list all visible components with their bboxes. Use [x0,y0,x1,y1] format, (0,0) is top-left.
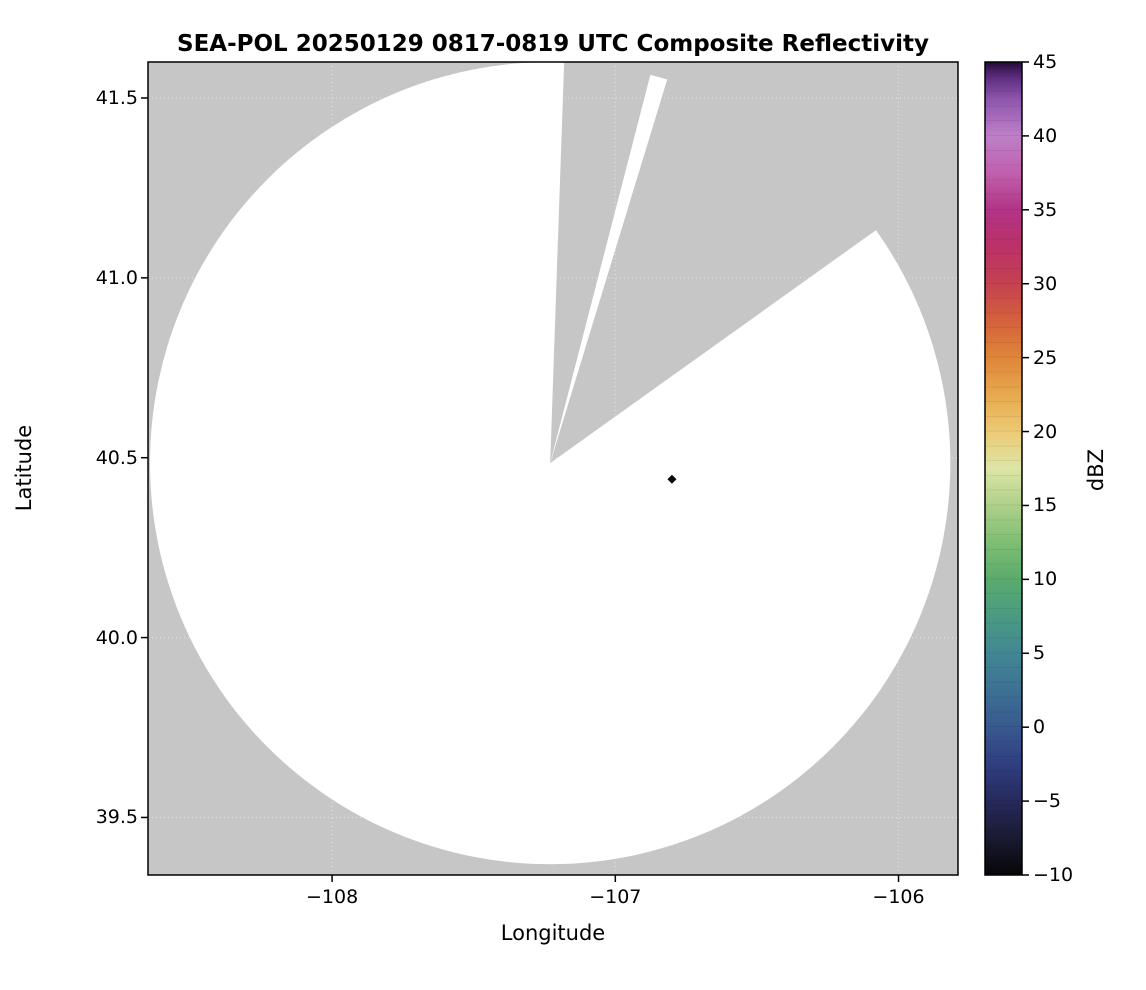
x-tick-label: −106 [872,886,925,908]
colorbar-tick-label: 15 [1033,494,1058,517]
y-tick-label: 41.0 [95,266,138,289]
colorbar-tick-label: 35 [1033,198,1058,221]
colorbar-tick-label: −5 [1033,790,1062,813]
colorbar-tick-label: 45 [1033,51,1058,73]
y-tick-label: 40.0 [95,626,138,649]
colorbar-tick-label: 20 [1033,420,1058,443]
x-axis-label: Longitude [500,921,606,945]
colorbar-tick-label: 10 [1033,568,1058,591]
colorbar [985,62,1022,875]
colorbar-axis-label: dBZ [1084,448,1108,492]
colorbar-tick-label: 5 [1033,642,1046,665]
y-tick-label: 39.5 [95,806,138,829]
echo-marker [667,474,677,484]
colorbar-tick-label: 40 [1033,124,1058,147]
y-axis-label: Latitude [12,424,36,512]
blocked-sector [550,62,899,464]
colorbar-tick-label: −10 [1033,864,1074,886]
colorbar-tick-label: 25 [1033,346,1058,369]
x-tick-label: −107 [589,886,642,908]
chart-title: SEA-POL 20250129 0817-0819 UTC Composite… [177,31,929,57]
colorbar-tick-label: 0 [1033,716,1046,739]
blocked-sector [550,62,654,464]
plot-frame [147,61,959,876]
x-tick-label: −108 [305,886,359,908]
y-tick-label: 41.5 [95,86,138,109]
y-tick-label: 40.5 [95,446,138,469]
colorbar-tick-label: 30 [1033,272,1058,295]
colorbar-frame [984,61,1023,876]
